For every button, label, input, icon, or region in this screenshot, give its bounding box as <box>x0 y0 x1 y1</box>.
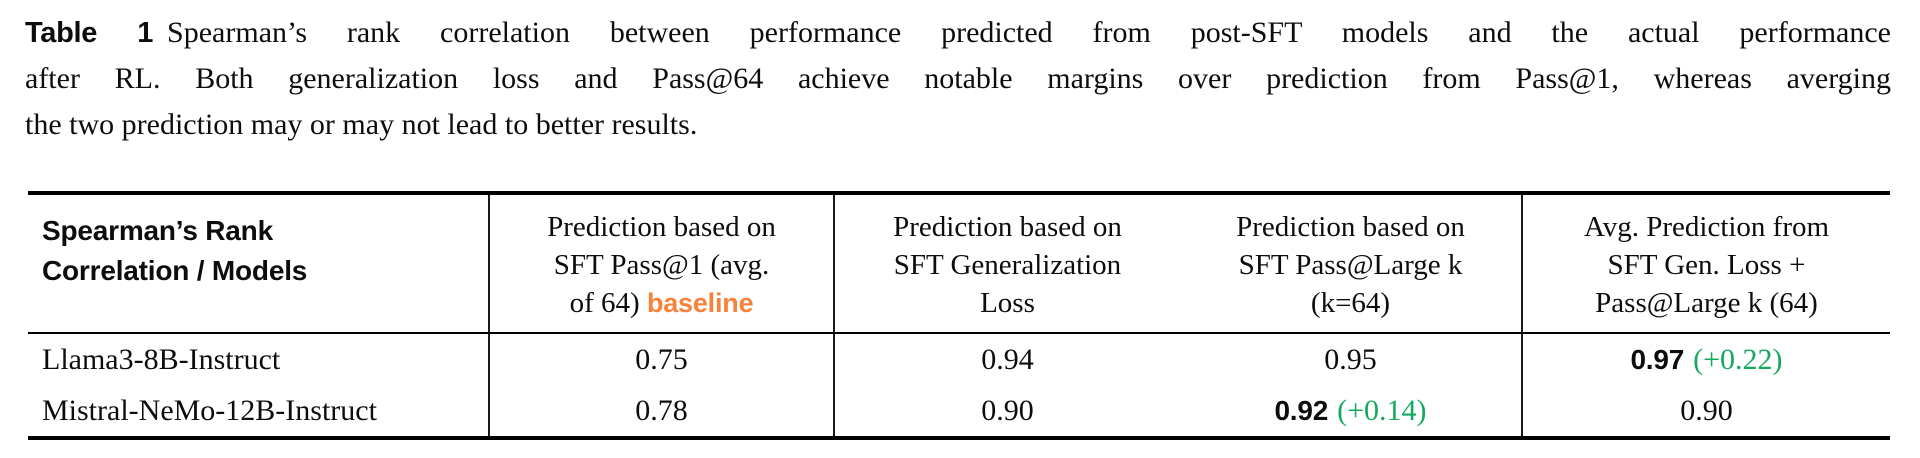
value-cell: 0.90 <box>1523 385 1890 436</box>
corner-header-line-1: Spearman’s Rank <box>42 215 273 246</box>
header-line: Pass@Large k (64) <box>1595 287 1818 319</box>
results-table: Spearman’s Rank Correlation / Models Pre… <box>28 191 1890 440</box>
column-header-gen-loss: Prediction based on SFT Generalization L… <box>835 195 1180 334</box>
caption-label: Table 1 <box>25 17 154 49</box>
metric-value-best: 0.92 <box>1274 394 1329 426</box>
caption-text-3: the two prediction may or may not lead t… <box>25 108 698 141</box>
header-line: SFT Pass@Large k <box>1238 249 1463 281</box>
model-name-cell: Llama3-8B-Instruct <box>28 334 490 385</box>
header-line: of 64) baseline <box>490 284 833 322</box>
value-cell: 0.95 <box>1180 334 1523 385</box>
column-header-models: Spearman’s Rank Correlation / Models <box>28 195 490 334</box>
caption-text-2: after RL. Both generalization loss and P… <box>25 62 1891 95</box>
model-name-cell: Mistral-NeMo-12B-Instruct <box>28 385 490 436</box>
header-line: SFT Generalization <box>893 249 1122 281</box>
value-cell: 0.90 <box>835 385 1180 436</box>
model-name: Mistral-NeMo-12B-Instruct <box>42 393 377 427</box>
value-cell: 0.78 <box>490 385 835 436</box>
delta-value: (+0.14) <box>1337 393 1427 427</box>
header-line-text: of 64) <box>569 287 640 319</box>
value-cell: 0.97 (+0.22) <box>1523 334 1890 385</box>
header-line: Prediction based on <box>1236 211 1465 243</box>
delta-value: (+0.22) <box>1693 342 1783 376</box>
header-line: Prediction based on <box>547 211 776 243</box>
caption-line-2: after RL. Both generalization loss and P… <box>25 56 1891 102</box>
metric-value: 0.94 <box>981 342 1034 376</box>
caption-line-1: Table 1 Spearman’s rank correlation betwe… <box>25 10 1891 56</box>
column-header-pass-large-k: Prediction based on SFT Pass@Large k (k=… <box>1180 195 1523 334</box>
metric-value: 0.95 <box>1324 342 1377 376</box>
caption-line-3: the two prediction may or may not lead t… <box>25 102 1891 148</box>
corner-header-line-2: Correlation / Models <box>42 255 308 286</box>
header-line: Loss <box>980 287 1035 319</box>
metric-value: 0.90 <box>981 393 1034 427</box>
column-header-sft-pass1: Prediction based on SFT Pass@1 (avg. of … <box>490 195 835 334</box>
metric-value-best: 0.97 <box>1630 343 1685 375</box>
value-cell: 0.75 <box>490 334 835 385</box>
header-line: Avg. Prediction from <box>1583 211 1830 243</box>
header-line: SFT Pass@1 (avg. <box>553 249 770 281</box>
value-cell: 0.92 (+0.14) <box>1180 385 1523 436</box>
table-caption: Table 1 Spearman’s rank correlation betwe… <box>25 10 1891 148</box>
header-line: SFT Gen. Loss + <box>1607 249 1806 281</box>
model-name: Llama3-8B-Instruct <box>42 342 281 376</box>
metric-value: 0.90 <box>1680 393 1733 427</box>
metric-value: 0.78 <box>635 393 688 427</box>
caption-text-1: Spearman’s rank correlation between perf… <box>167 16 1891 49</box>
table-grid: Spearman’s Rank Correlation / Models Pre… <box>28 195 1890 436</box>
column-header-avg-prediction: Avg. Prediction from SFT Gen. Loss + Pas… <box>1523 195 1890 334</box>
metric-value: 0.75 <box>635 342 688 376</box>
baseline-badge: baseline <box>646 288 754 318</box>
header-line: Prediction based on <box>893 211 1122 243</box>
value-cell: 0.94 <box>835 334 1180 385</box>
header-line: (k=64) <box>1310 287 1391 319</box>
